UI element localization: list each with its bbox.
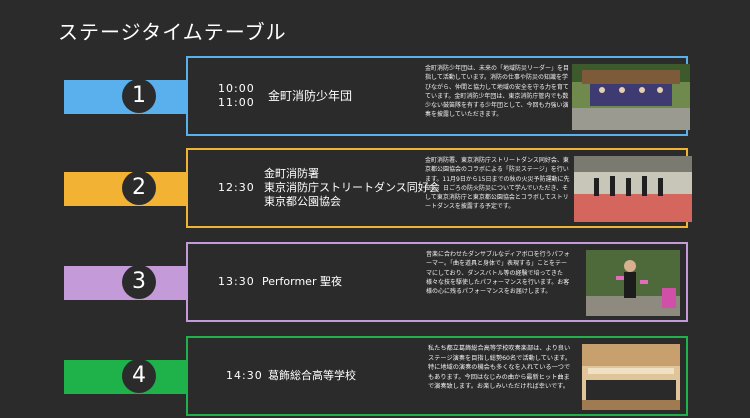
entry-card-4: 14:30 葛飾総合高等学校 私たち都立葛飾総合高等学校吹奏楽部は、より良いステ… (186, 336, 688, 416)
performance-photo (582, 344, 680, 410)
performer-name: Performer 聖夜 (262, 244, 342, 320)
performer-name: 金町消防署 東京消防庁ストリートダンス同好会 東京都公園協会 (264, 150, 440, 226)
entry-number-badge: 3 (122, 265, 156, 299)
performer-line: 東京都公園協会 (264, 195, 341, 208)
time-slot: 10:00 11:00 (218, 58, 255, 134)
entry-number-badge: 4 (122, 359, 156, 393)
performer-name: 金町消防少年団 (268, 58, 352, 134)
entry-description: 音楽に合わせたダンサブルなディアボロを行うパフォーマー。「曲を道具と身体で」表現… (426, 251, 570, 296)
performer-line: 葛飾総合高等学校 (268, 369, 356, 382)
entry-number-badge: 1 (122, 79, 156, 113)
entry-card-3: 13:30 Performer 聖夜 音楽に合わせたダンサブルなディアボロを行う… (186, 242, 688, 322)
start-time: 13:30 (218, 275, 255, 288)
entry-card-2: 12:30 金町消防署 東京消防庁ストリートダンス同好会 東京都公園協会 金町消… (186, 148, 692, 228)
timetable-entry-1: 10:00 11:00 金町消防少年団 金町消防少年団は、未来の「地域防災リーダ… (0, 56, 750, 138)
performer-name: 葛飾総合高等学校 (268, 338, 356, 414)
timetable-entry-2: 12:30 金町消防署 東京消防庁ストリートダンス同好会 東京都公園協会 金町消… (0, 148, 750, 230)
performer-line: Performer 聖夜 (262, 275, 342, 288)
performance-photo (586, 250, 680, 316)
performer-line: 東京消防庁ストリートダンス同好会 (264, 181, 440, 194)
entry-number-badge: 2 (122, 171, 156, 205)
time-slot: 14:30 (226, 338, 263, 414)
start-time: 10:00 (218, 82, 255, 95)
entry-description: 私たち都立葛飾総合高等学校吹奏楽部は、より良いステージ演奏を目指し総勢60名で活… (428, 345, 572, 391)
start-time: 12:30 (218, 181, 255, 194)
timetable-entry-3: 13:30 Performer 聖夜 音楽に合わせたダンサブルなディアボロを行う… (0, 242, 750, 324)
performer-line: 金町消防署 (264, 167, 319, 180)
page-title: ステージタイムテーブル (58, 20, 287, 44)
entry-card-1: 10:00 11:00 金町消防少年団 金町消防少年団は、未来の「地域防災リーダ… (186, 56, 690, 136)
start-time: 14:30 (226, 369, 263, 382)
entry-description: 金町消防署、東京消防庁ストリートダンス同好会、東京都公園協会のコラボによる「防災… (425, 157, 570, 211)
time-slot: 12:30 (218, 150, 255, 226)
time-slot: 13:30 (218, 244, 255, 320)
end-time: 11:00 (218, 96, 255, 109)
performance-photo (574, 156, 692, 222)
performance-photo (572, 64, 690, 130)
entry-description: 金町消防少年団は、未来の「地域防災リーダー」を目指して活動しています。消防の仕事… (425, 65, 570, 119)
performer-line: 金町消防少年団 (268, 89, 353, 103)
timetable-entry-4: 14:30 葛飾総合高等学校 私たち都立葛飾総合高等学校吹奏楽部は、より良いステ… (0, 336, 750, 418)
